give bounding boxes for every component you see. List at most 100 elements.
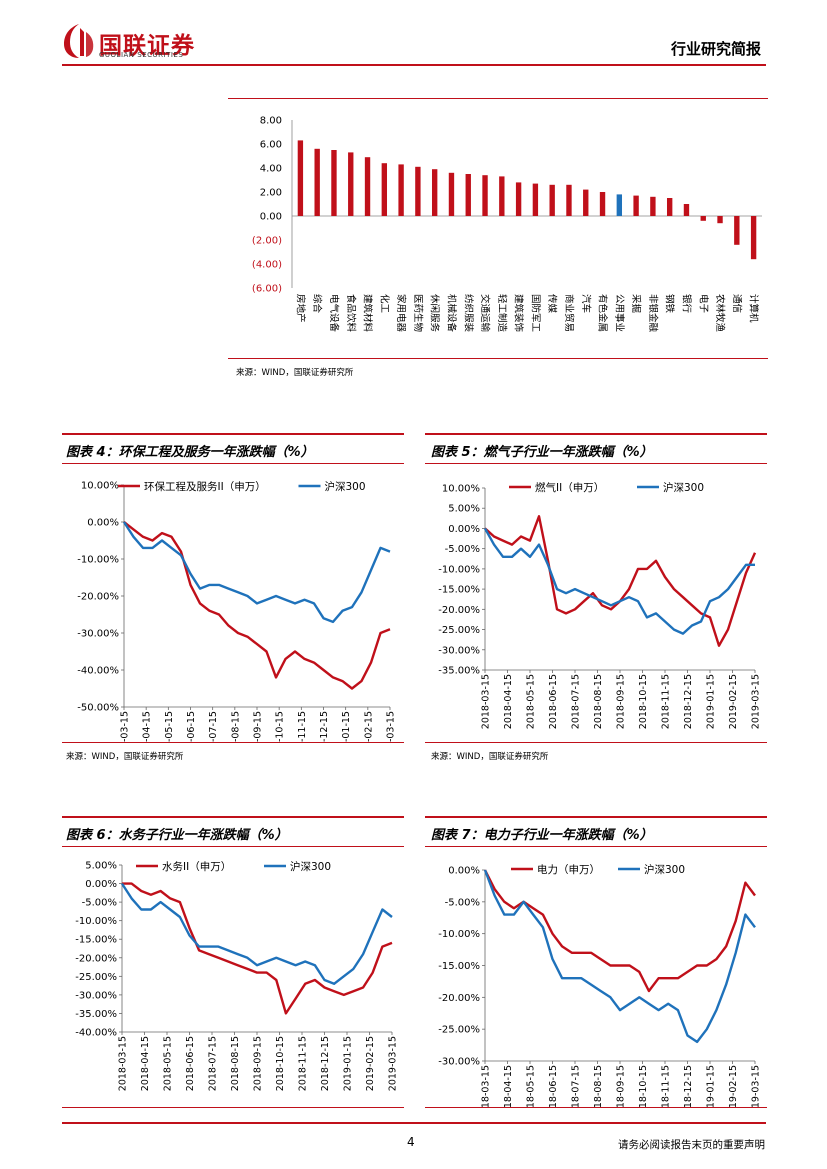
fig4-y-tick-label: -50.00% [77, 703, 119, 714]
fig6-y-tick-label: -35.00% [75, 1009, 117, 1020]
bar-0 [297, 140, 304, 216]
guolian-logo-mark [64, 24, 94, 58]
fig4-x-tick-label: 2018-08-15 [230, 711, 241, 742]
fig7-y-tick-label: -10.00% [438, 929, 480, 940]
fig7-x-tick-label: 2019-03-15 [751, 1065, 762, 1107]
fig4-source: 来源：WIND，国联证券研究所 [66, 752, 184, 762]
fig5-y-tick-label: 5.00% [448, 504, 480, 515]
fig7-y-tick-label: -25.00% [438, 1025, 480, 1036]
fig6-y-tick-label: -25.00% [75, 972, 117, 983]
bar-y-tick-label: (2.00) [252, 236, 282, 247]
report-type: 行业研究简报 [670, 40, 761, 58]
fig6-x-tick-label: 2018-08-15 [230, 1036, 241, 1091]
fig5-y-tick-label: -15.00% [438, 585, 480, 596]
fig7-x-tick-label: 2018-05-15 [526, 1065, 537, 1107]
bar-11 [482, 175, 488, 216]
bar-category-label: 电气设备 [328, 294, 340, 333]
bar-category-label: 建筑装饰 [513, 294, 525, 332]
bar-chart-source: 来源：WIND，国联证券研究所 [236, 368, 354, 378]
fig4-x-tick-label: 2018-05-15 [164, 711, 175, 742]
fig5-x-tick-label: 2018-11-15 [661, 674, 672, 729]
fig4-legend-label-0: 环保工程及服务II（申万） [144, 480, 266, 493]
fig6-legend-label-0: 水务II（申万） [162, 860, 231, 873]
fig4-y-tick-label: -10.00% [77, 555, 119, 566]
fig5-x-tick-label: 2018-03-15 [481, 674, 492, 729]
fig7-x-tick-label: 2018-03-15 [481, 1065, 492, 1107]
bar-19 [616, 194, 623, 216]
fig7-series-0 [483, 869, 756, 993]
bar-category-label: 纺织服装 [462, 294, 474, 333]
bar-15 [549, 184, 555, 216]
fig6-y-tick-label: -10.00% [75, 916, 117, 927]
fig5-legend-label-1: 沪深300 [663, 481, 704, 494]
fig4-x-tick-label: 2018-09-15 [253, 711, 264, 742]
fig6-series-0 [122, 882, 393, 1015]
page-number: 4 [407, 1135, 415, 1149]
fig4-top-rule [62, 433, 404, 435]
bar-category-label: 传媒 [546, 294, 558, 314]
bar-category-label: 有色金属 [597, 294, 609, 332]
fig4-line-chart: 10.00% 0.00% -10.00% -20.00% -30.00% -40.00% -… [77, 480, 396, 742]
fig6-legend-label-1: 沪深300 [290, 860, 331, 873]
fig4-series-1 [122, 521, 391, 624]
fig4-x-tick-label: 2018-06-15 [186, 711, 197, 742]
fig5-y-tick-label: -35.00% [438, 666, 480, 677]
bar-24 [700, 216, 706, 221]
fig6-title-rule [62, 846, 404, 847]
fig5-title: 图表 5：燃气子行业一年涨跌幅（%） [431, 445, 653, 460]
fig4-x-tick-label: 2019-01-15 [341, 711, 352, 742]
fig6-x-tick-label: 2018-03-15 [118, 1036, 129, 1091]
fig7-y-tick-label: 0.00% [448, 866, 480, 877]
fig5-title-rule [425, 463, 767, 464]
fig5-top-rule [425, 433, 767, 435]
bar-category-label: 钢铁 [664, 294, 676, 314]
fig6-x-tick-label: 2018-06-15 [185, 1036, 196, 1091]
fig5-y-tick-label: -20.00% [438, 605, 480, 616]
bar-7 [415, 166, 421, 216]
bar-14 [532, 183, 539, 216]
bar-category-label: 建筑材料 [362, 294, 374, 333]
bar-category-label: 家用电器 [395, 294, 407, 333]
fig4-x-tick-label: 2018-12-15 [319, 711, 330, 742]
fig5-y-tick-label: 10.00% [442, 484, 480, 495]
fig7-x-tick-label: 2018-07-15 [571, 1065, 582, 1107]
bar-category-label: 电子 [697, 294, 709, 314]
bar-category-label: 化工 [378, 294, 390, 314]
fig6-x-tick-label: 2018-07-15 [208, 1036, 219, 1091]
bar-y-tick-label: 4.00 [260, 164, 282, 175]
bar-category-label: 公用事业 [613, 294, 625, 332]
fig4-x-tick-label: 2018-03-15 [120, 711, 131, 742]
bar-category-label: 银行 [680, 294, 692, 314]
fig7-y-tick-label: -5.00% [445, 897, 480, 908]
industry-bar-chart: 8.00 6.00 4.00 2.00 0.00 (2.00) (4.00) (6.00) 房地… [252, 116, 762, 333]
fig7-y-tick-label: -15.00% [438, 961, 480, 972]
bar-5 [381, 163, 388, 216]
fig5-line-chart: 10.00% 5.00% 0.00% -5.00% -10.00% -15.00% -20.… [438, 481, 761, 729]
fig4-bottom-rule [62, 742, 404, 743]
fig7-x-tick-label: 2019-01-15 [706, 1065, 717, 1107]
bar-category-label: 食品饮料 [345, 294, 357, 333]
bar-27 [750, 216, 757, 260]
bar-y-tick-label: 8.00 [260, 116, 282, 127]
fig7-x-tick-label: 2018-08-15 [593, 1065, 604, 1107]
fig4-x-tick-label: 2018-04-15 [142, 711, 153, 742]
footer-disclaimer: 请务必阅读报告末页的重要声明 [618, 1139, 765, 1151]
fig5-x-tick-label: 2018-08-15 [593, 674, 604, 729]
bar-18 [599, 192, 606, 216]
bar-3 [348, 152, 354, 216]
bar-chart-bottom-rule [228, 358, 768, 359]
fig4-x-tick-label: 2018-07-15 [208, 711, 219, 742]
fig6-x-tick-label: 2019-02-15 [365, 1036, 376, 1091]
fig4-y-tick-label: 10.00% [81, 481, 119, 492]
fig7-top-rule [425, 816, 767, 818]
bar-12 [499, 176, 505, 216]
bar-26 [734, 216, 740, 245]
fig4-y-tick-label: 0.00% [87, 518, 119, 529]
fig7-title-rule [425, 846, 767, 847]
fig5-x-tick-label: 2018-06-15 [548, 674, 559, 729]
fig4-x-tick-label: 2019-02-15 [363, 711, 374, 742]
bar-8 [431, 169, 438, 216]
fig6-x-tick-label: 2018-09-15 [253, 1036, 264, 1091]
logo-subtitle: GUOLIAN SECURITIES [99, 51, 184, 59]
fig6-y-tick-label: -15.00% [75, 935, 117, 946]
